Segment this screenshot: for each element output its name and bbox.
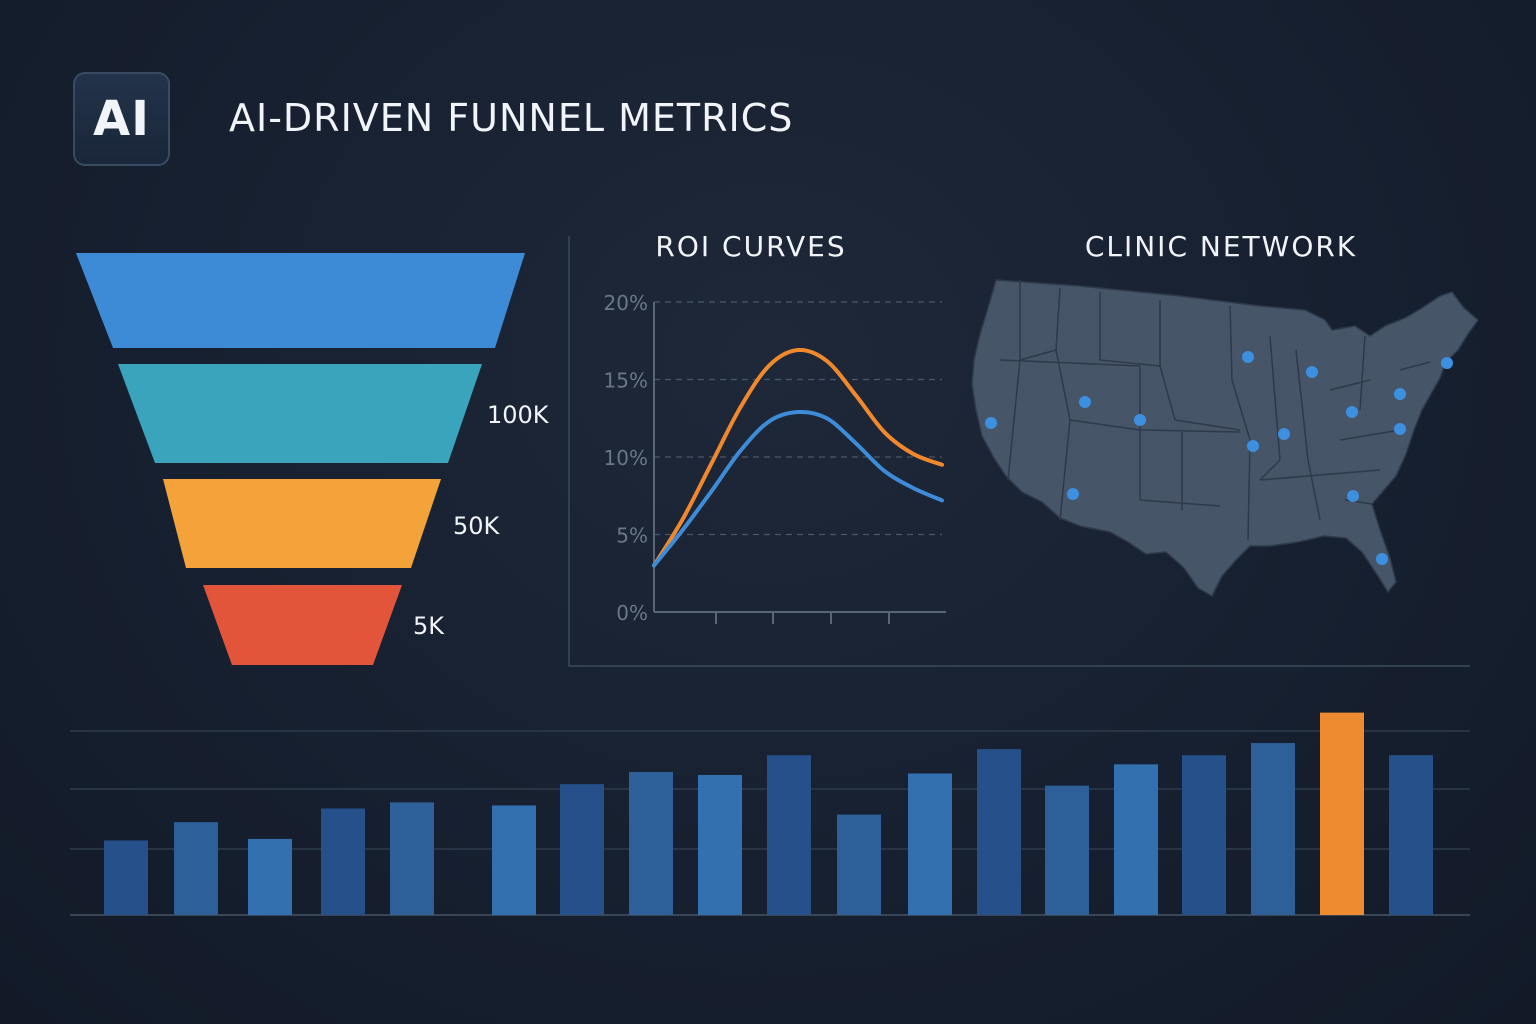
roi-y-tick: 10% bbox=[604, 446, 648, 470]
state-border bbox=[1139, 429, 1241, 433]
page-title: AI-DRIVEN FUNNEL METRICS bbox=[229, 96, 794, 140]
state-border bbox=[1055, 349, 1071, 421]
state-border bbox=[1359, 335, 1366, 411]
funnel-stage-1 bbox=[76, 253, 525, 348]
bar bbox=[492, 805, 536, 915]
roi-y-tick: 20% bbox=[604, 291, 648, 315]
clinic-location-dot bbox=[1394, 388, 1406, 400]
bar bbox=[908, 773, 952, 915]
clinic-location-dot bbox=[1306, 366, 1318, 378]
bar bbox=[390, 802, 434, 915]
clinic-location-dot bbox=[1394, 423, 1406, 435]
funnel-label-50k: 50K bbox=[453, 512, 500, 540]
clinic-location-dot bbox=[1278, 428, 1290, 440]
us-map bbox=[971, 279, 1480, 598]
state-border bbox=[1099, 359, 1161, 367]
state-border bbox=[1307, 459, 1321, 521]
state-border bbox=[1069, 419, 1141, 431]
clinic-location-dot bbox=[985, 417, 997, 429]
ai-logo: AI bbox=[73, 72, 170, 166]
state-border bbox=[1059, 419, 1071, 521]
clinic-location-dot bbox=[1376, 553, 1388, 565]
state-border bbox=[1159, 365, 1176, 421]
state-border bbox=[1295, 349, 1309, 461]
clinic-location-dot bbox=[1247, 440, 1259, 452]
clinic-location-dot bbox=[1242, 351, 1254, 363]
clinic-location-dot bbox=[1346, 406, 1358, 418]
clinic-location-dot bbox=[1079, 396, 1091, 408]
bar bbox=[1389, 755, 1433, 915]
bar bbox=[104, 840, 148, 915]
state-border bbox=[1174, 419, 1241, 431]
state-border bbox=[1329, 379, 1371, 391]
state-border bbox=[1259, 459, 1281, 481]
funnel-stage-2 bbox=[118, 364, 482, 463]
bar bbox=[560, 784, 604, 915]
us-map-outline bbox=[971, 279, 1480, 598]
bar bbox=[767, 755, 811, 915]
bar bbox=[1114, 764, 1158, 915]
bar bbox=[1182, 755, 1226, 915]
state-border bbox=[1231, 379, 1251, 441]
state-border bbox=[1007, 359, 1021, 481]
funnel-label-5k: 5K bbox=[413, 612, 445, 640]
bar bbox=[977, 749, 1021, 915]
roi-y-tick: 0% bbox=[616, 601, 648, 625]
panel-divider-horizontal bbox=[568, 665, 1470, 667]
bar bbox=[174, 822, 218, 915]
state-border bbox=[1339, 429, 1401, 441]
state-border bbox=[1259, 469, 1381, 481]
state-border bbox=[1269, 335, 1281, 461]
clinic-network-title: CLINIC NETWORK bbox=[1084, 230, 1358, 263]
roi-y-tick: 5% bbox=[616, 524, 648, 548]
bar bbox=[1251, 743, 1295, 915]
state-border bbox=[1229, 305, 1233, 381]
roi-line-orange bbox=[652, 347, 944, 568]
state-border bbox=[1139, 499, 1221, 507]
clinic-location-dot bbox=[1441, 357, 1453, 369]
bar bbox=[837, 814, 881, 915]
funnel-stage-3 bbox=[163, 479, 441, 568]
clinic-location-dot bbox=[1067, 488, 1079, 500]
bottom-bar-chart bbox=[70, 712, 1470, 916]
clinic-location-dot bbox=[1347, 490, 1359, 502]
roi-title: ROI CURVES bbox=[655, 230, 847, 263]
bar bbox=[1045, 785, 1089, 915]
panel-divider-vertical bbox=[568, 236, 570, 666]
funnel-stage-4 bbox=[203, 585, 402, 665]
bar bbox=[698, 775, 742, 915]
state-border bbox=[999, 359, 1141, 367]
bar bbox=[321, 808, 365, 915]
clinic-location-dot bbox=[1134, 414, 1146, 426]
state-border bbox=[1399, 361, 1431, 371]
bar bbox=[248, 838, 292, 915]
state-border bbox=[1247, 439, 1251, 541]
bar bbox=[629, 771, 673, 915]
roi-line-blue bbox=[652, 409, 944, 568]
funnel-label-100k: 100K bbox=[487, 401, 549, 429]
bar-highlight bbox=[1320, 712, 1364, 915]
roi-y-tick: 15% bbox=[604, 369, 648, 393]
roi-line-chart: 20% 15% 10% 5% 0% bbox=[604, 291, 946, 625]
funnel-chart bbox=[76, 253, 525, 665]
